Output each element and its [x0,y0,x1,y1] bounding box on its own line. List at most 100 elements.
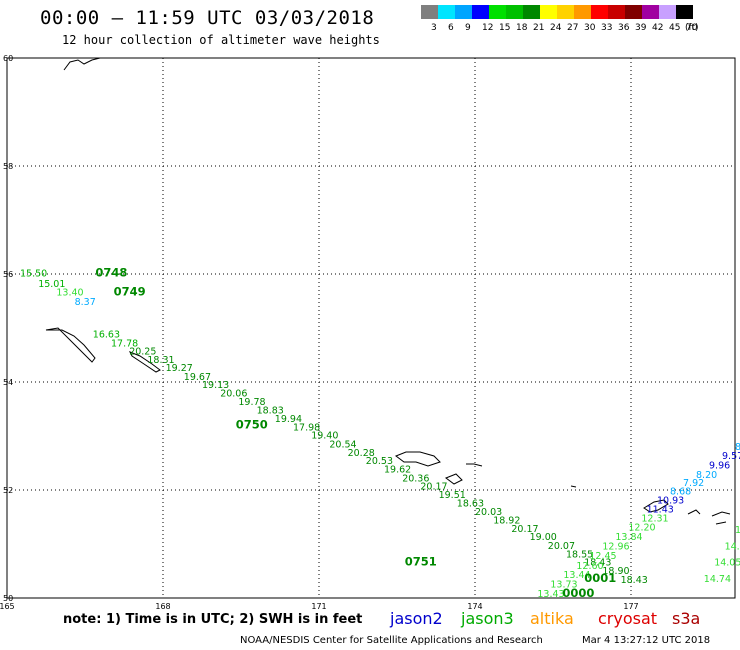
lat-tick-label: 60 [3,54,13,63]
swh-label: 20.03 [475,507,502,518]
swh-label: 19.00 [530,532,557,543]
swh-label: 19.27 [166,363,193,374]
legend-label: 33 [601,23,613,33]
legend-label: 9 [465,23,471,33]
swh-label: 11.43 [647,505,674,516]
coast-kamchatka [63,57,101,71]
credit-line: NOAA/NESDIS Center for Satellite Applica… [240,635,543,646]
coast-buldir [570,485,577,488]
swh-label: 20.28 [348,448,375,459]
satellite-altika: altika [530,609,574,628]
coast-bering-island [45,327,96,363]
coastline [45,57,731,525]
time-label: 0751 [405,555,437,569]
time-label: 0748 [95,266,127,280]
coast-copper-island [128,351,161,373]
legend-swatch [540,5,557,19]
map-frame [6,57,736,599]
legend-swatch [489,5,506,19]
swh-label: 18.92 [493,515,520,526]
legend-swatch [642,5,659,19]
satellite-cryosat: cryosat [598,609,658,628]
swh-label: 14.05 [714,558,740,569]
legend-label: 45 [669,23,681,33]
lat-tick-label: 52 [3,486,13,495]
swh-label: 9.57 [722,451,740,462]
swh-label: 19.94 [275,414,302,425]
swh-label: 18.43 [584,558,611,569]
lon-tick-label: 168 [155,602,170,611]
swh-label: 8.20 [696,470,717,481]
wave-height-labels: 15.5015.0113.408.3716.6317.7820.2518.311… [20,266,740,600]
swh-label: 7.92 [683,478,704,489]
legend-unit: (ft) [685,23,699,33]
swh-label: 18.63 [457,499,484,510]
lat-tick-label: 58 [3,162,13,171]
lon-tick-label: 174 [467,602,482,611]
legend-label: 27 [567,23,579,33]
legend-swatch [472,5,489,19]
legend-swatch [455,5,472,19]
legend-swatch [523,5,540,19]
swh-label: 15.01 [38,279,65,290]
swh-label: 18.31 [147,355,174,366]
swh-label: 8.68 [670,486,691,497]
swh-label: 16.63 [93,330,120,341]
swh-label: 10.93 [657,496,684,507]
lat-tick-label: 50 [3,594,13,603]
swh-label: 12.60 [576,561,603,572]
lon-tick-label: 165 [0,602,15,611]
swh-label: 20.06 [220,389,247,400]
map-subtitle: 12 hour collection of altimeter wave hei… [62,33,380,47]
swh-label: 8.37 [75,297,96,308]
swh-label: 20.36 [402,473,429,484]
coast-agattu [444,473,463,485]
legend-label: 24 [550,23,562,33]
legend-label: 18 [516,23,528,33]
swh-label: 15.50 [20,269,47,280]
legend-label: 21 [533,23,545,33]
legend-swatch [608,5,625,19]
swh-label: 20.07 [548,541,575,552]
swh-label: 14.06 [725,541,740,552]
swh-label: 12.45 [589,551,616,562]
time-label: 0001 [584,571,616,585]
swh-label: 9.96 [709,460,730,471]
graticule [7,58,735,598]
swh-label: 19.13 [202,380,229,391]
swh-label: 18.83 [257,405,284,416]
swh-label: 19.62 [384,465,411,476]
swh-label: 19.51 [439,490,466,501]
legend-label: 15 [499,23,511,33]
coast-kiska [643,499,669,513]
swh-label: 20.17 [511,524,538,535]
legend-label: 30 [584,23,596,33]
swh-label: 18.43 [621,575,648,586]
swh-label: 18.55 [566,550,593,561]
legend-swatch [625,5,642,19]
legend-label: 3 [431,23,437,33]
swh-label: 13.84 [615,532,642,543]
footnote: note: 1) Time is in UTC; 2) SWH is in fe… [63,612,363,627]
legend-swatch [421,5,438,19]
time-label: 0000 [562,586,594,600]
legend-swatch [591,5,608,19]
legend-label: 39 [635,23,647,33]
legend-label: 70 [686,23,698,33]
swh-label: 19.78 [238,397,265,408]
swh-label: 19.40 [311,431,338,442]
swh-label: 20.53 [366,456,393,467]
generated-time: Mar 4 13:27:12 UTC 2018 [582,635,711,646]
swh-label: 20.54 [329,439,356,450]
swh-label: 12.20 [628,523,655,534]
lon-tick-label: 171 [311,602,326,611]
axis-tick-labels: 165 168 171 174 177 50 52 54 56 58 60 [0,54,639,611]
legend-swatch [574,5,591,19]
swh-label: 19.67 [184,372,211,383]
swh-label: 18.90 [602,566,629,577]
swh-label: 12.96 [602,541,629,552]
swh-label: 13.73 [550,580,577,591]
swh-label: 20.25 [129,346,156,357]
time-label: 0749 [114,285,146,299]
